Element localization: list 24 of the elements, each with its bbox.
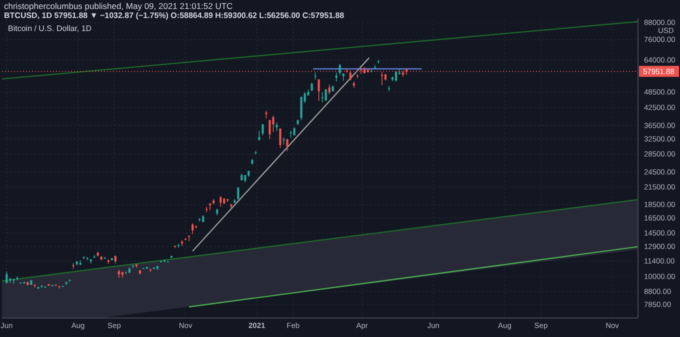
annotation: Bitcoin / U.S. Dollar, 1D bbox=[8, 24, 92, 33]
candlestick bbox=[177, 243, 180, 248]
candlestick bbox=[394, 70, 398, 82]
candlestick bbox=[349, 70, 352, 81]
candlestick bbox=[206, 206, 208, 212]
candlestick bbox=[300, 96, 302, 121]
candlestick bbox=[198, 218, 201, 222]
candlestick bbox=[262, 124, 264, 136]
candlestick bbox=[268, 119, 271, 140]
candlestick bbox=[237, 186, 240, 200]
candlestick bbox=[192, 222, 194, 235]
candlestick bbox=[338, 64, 341, 76]
candlestick bbox=[324, 88, 327, 102]
chart-subtitle: BTCUSD, 1D 57951.88 ▼ −1032.87 (−1.75%) O:58864.89 H:59300.62 L:56256.00 C:57951.88 bbox=[4, 11, 345, 20]
candlestick bbox=[188, 234, 190, 242]
candlestick bbox=[286, 138, 288, 152]
candlestick bbox=[328, 84, 330, 95]
candlestick bbox=[279, 128, 282, 148]
candlestick bbox=[6, 271, 8, 284]
candlestick bbox=[318, 78, 320, 102]
chart-title: christophercolumbus published, May 09, 2021 21:01:52 UTC bbox=[4, 1, 233, 11]
candlestick bbox=[380, 72, 384, 86]
candlestick bbox=[272, 115, 274, 133]
candlestick bbox=[258, 130, 260, 141]
